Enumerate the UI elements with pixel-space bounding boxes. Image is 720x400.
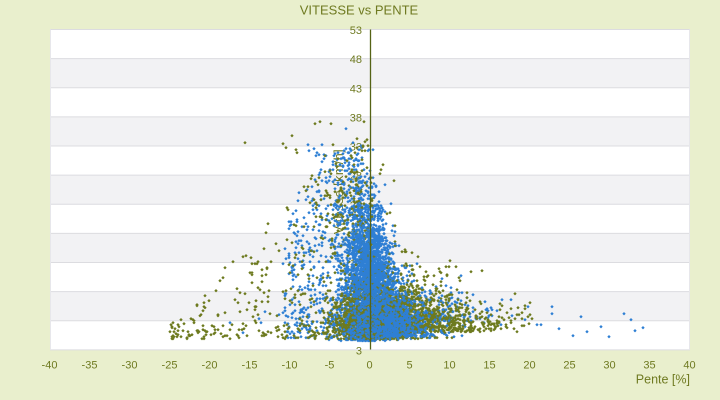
svg-text:3: 3 — [356, 345, 362, 357]
svg-text:15: 15 — [483, 360, 495, 372]
svg-text:-15: -15 — [242, 360, 258, 372]
svg-text:53: 53 — [350, 25, 362, 37]
svg-text:5: 5 — [406, 360, 412, 372]
svg-text:35: 35 — [643, 360, 655, 372]
svg-text:-20: -20 — [202, 360, 218, 372]
svg-text:Pente [%]: Pente [%] — [636, 372, 690, 386]
svg-text:20: 20 — [523, 360, 535, 372]
svg-text:VITESSE vs PENTE: VITESSE vs PENTE — [300, 2, 419, 17]
svg-text:28: 28 — [350, 171, 362, 183]
svg-text:-25: -25 — [162, 360, 178, 372]
svg-text:40: 40 — [683, 360, 695, 372]
svg-text:10: 10 — [443, 360, 455, 372]
svg-text:-35: -35 — [82, 360, 98, 372]
svg-text:25: 25 — [563, 360, 575, 372]
svg-text:43: 43 — [350, 83, 362, 95]
svg-text:48: 48 — [350, 54, 362, 66]
svg-text:0: 0 — [366, 360, 372, 372]
svg-text:-10: -10 — [282, 360, 298, 372]
svg-text:-5: -5 — [325, 360, 335, 372]
svg-text:30: 30 — [603, 360, 615, 372]
svg-text:38: 38 — [350, 112, 362, 124]
svg-text:-30: -30 — [122, 360, 138, 372]
svg-text:-40: -40 — [42, 360, 58, 372]
